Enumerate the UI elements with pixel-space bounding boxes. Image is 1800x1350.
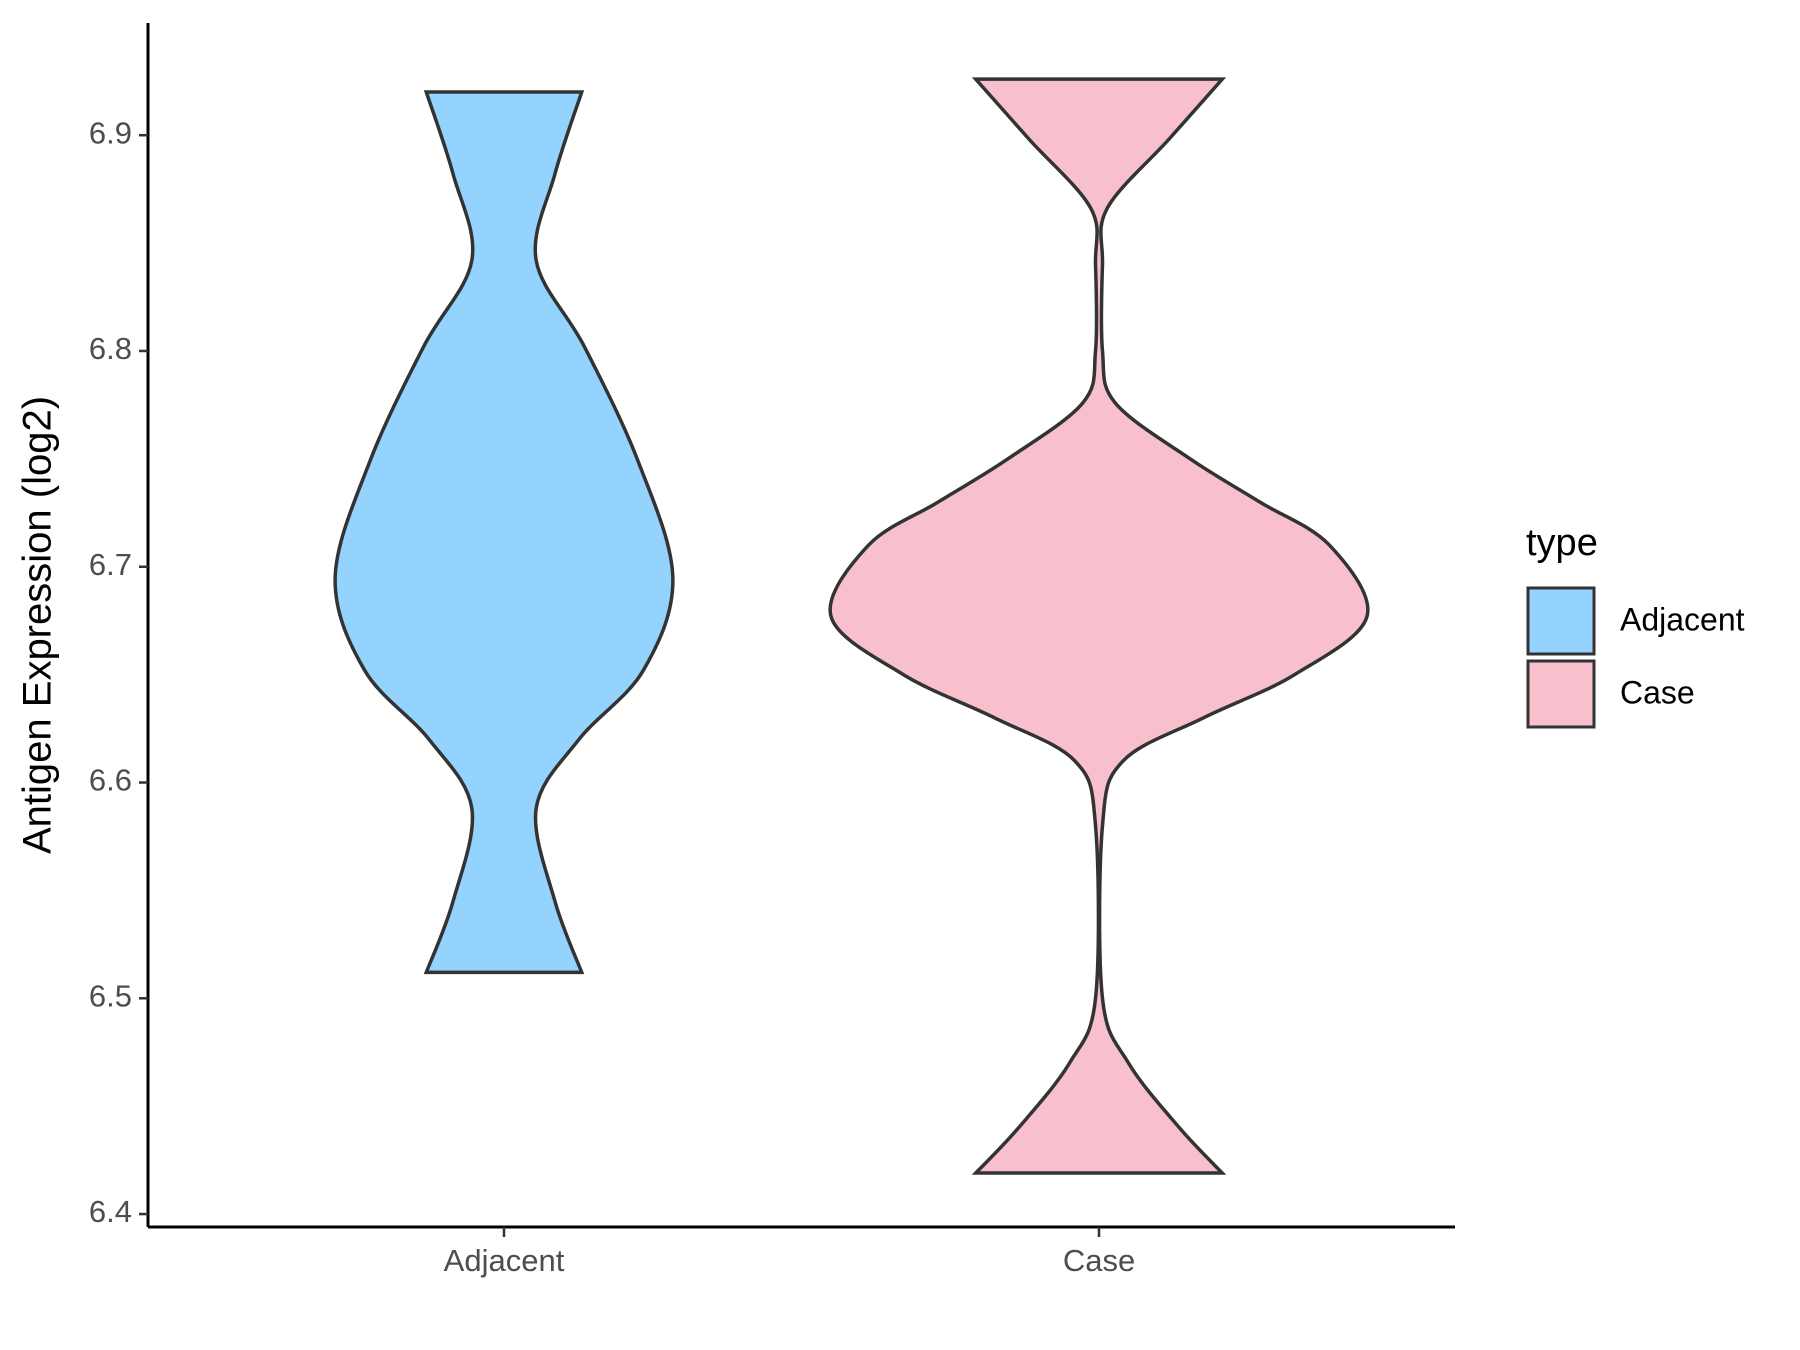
x-tick-label: Case	[1063, 1243, 1135, 1278]
legend-label: Adjacent	[1620, 601, 1745, 637]
x-tick-label: Adjacent	[444, 1243, 565, 1278]
legend-label: Case	[1620, 674, 1695, 710]
violin	[828, 77, 1370, 1175]
legend-key	[1526, 586, 1596, 656]
y-tick-label: 6.8	[89, 331, 132, 366]
y-tick-label: 6.9	[89, 115, 132, 150]
y-tick-label: 6.7	[89, 547, 132, 582]
legend-title: type	[1526, 522, 1598, 564]
y-tick-label: 6.4	[89, 1194, 132, 1229]
legend-key	[1526, 659, 1596, 729]
violin	[333, 90, 675, 975]
y-axis-title: Antigen Expression (log2)	[16, 396, 60, 854]
y-tick-label: 6.5	[89, 978, 132, 1013]
y-tick-label: 6.6	[89, 763, 132, 798]
